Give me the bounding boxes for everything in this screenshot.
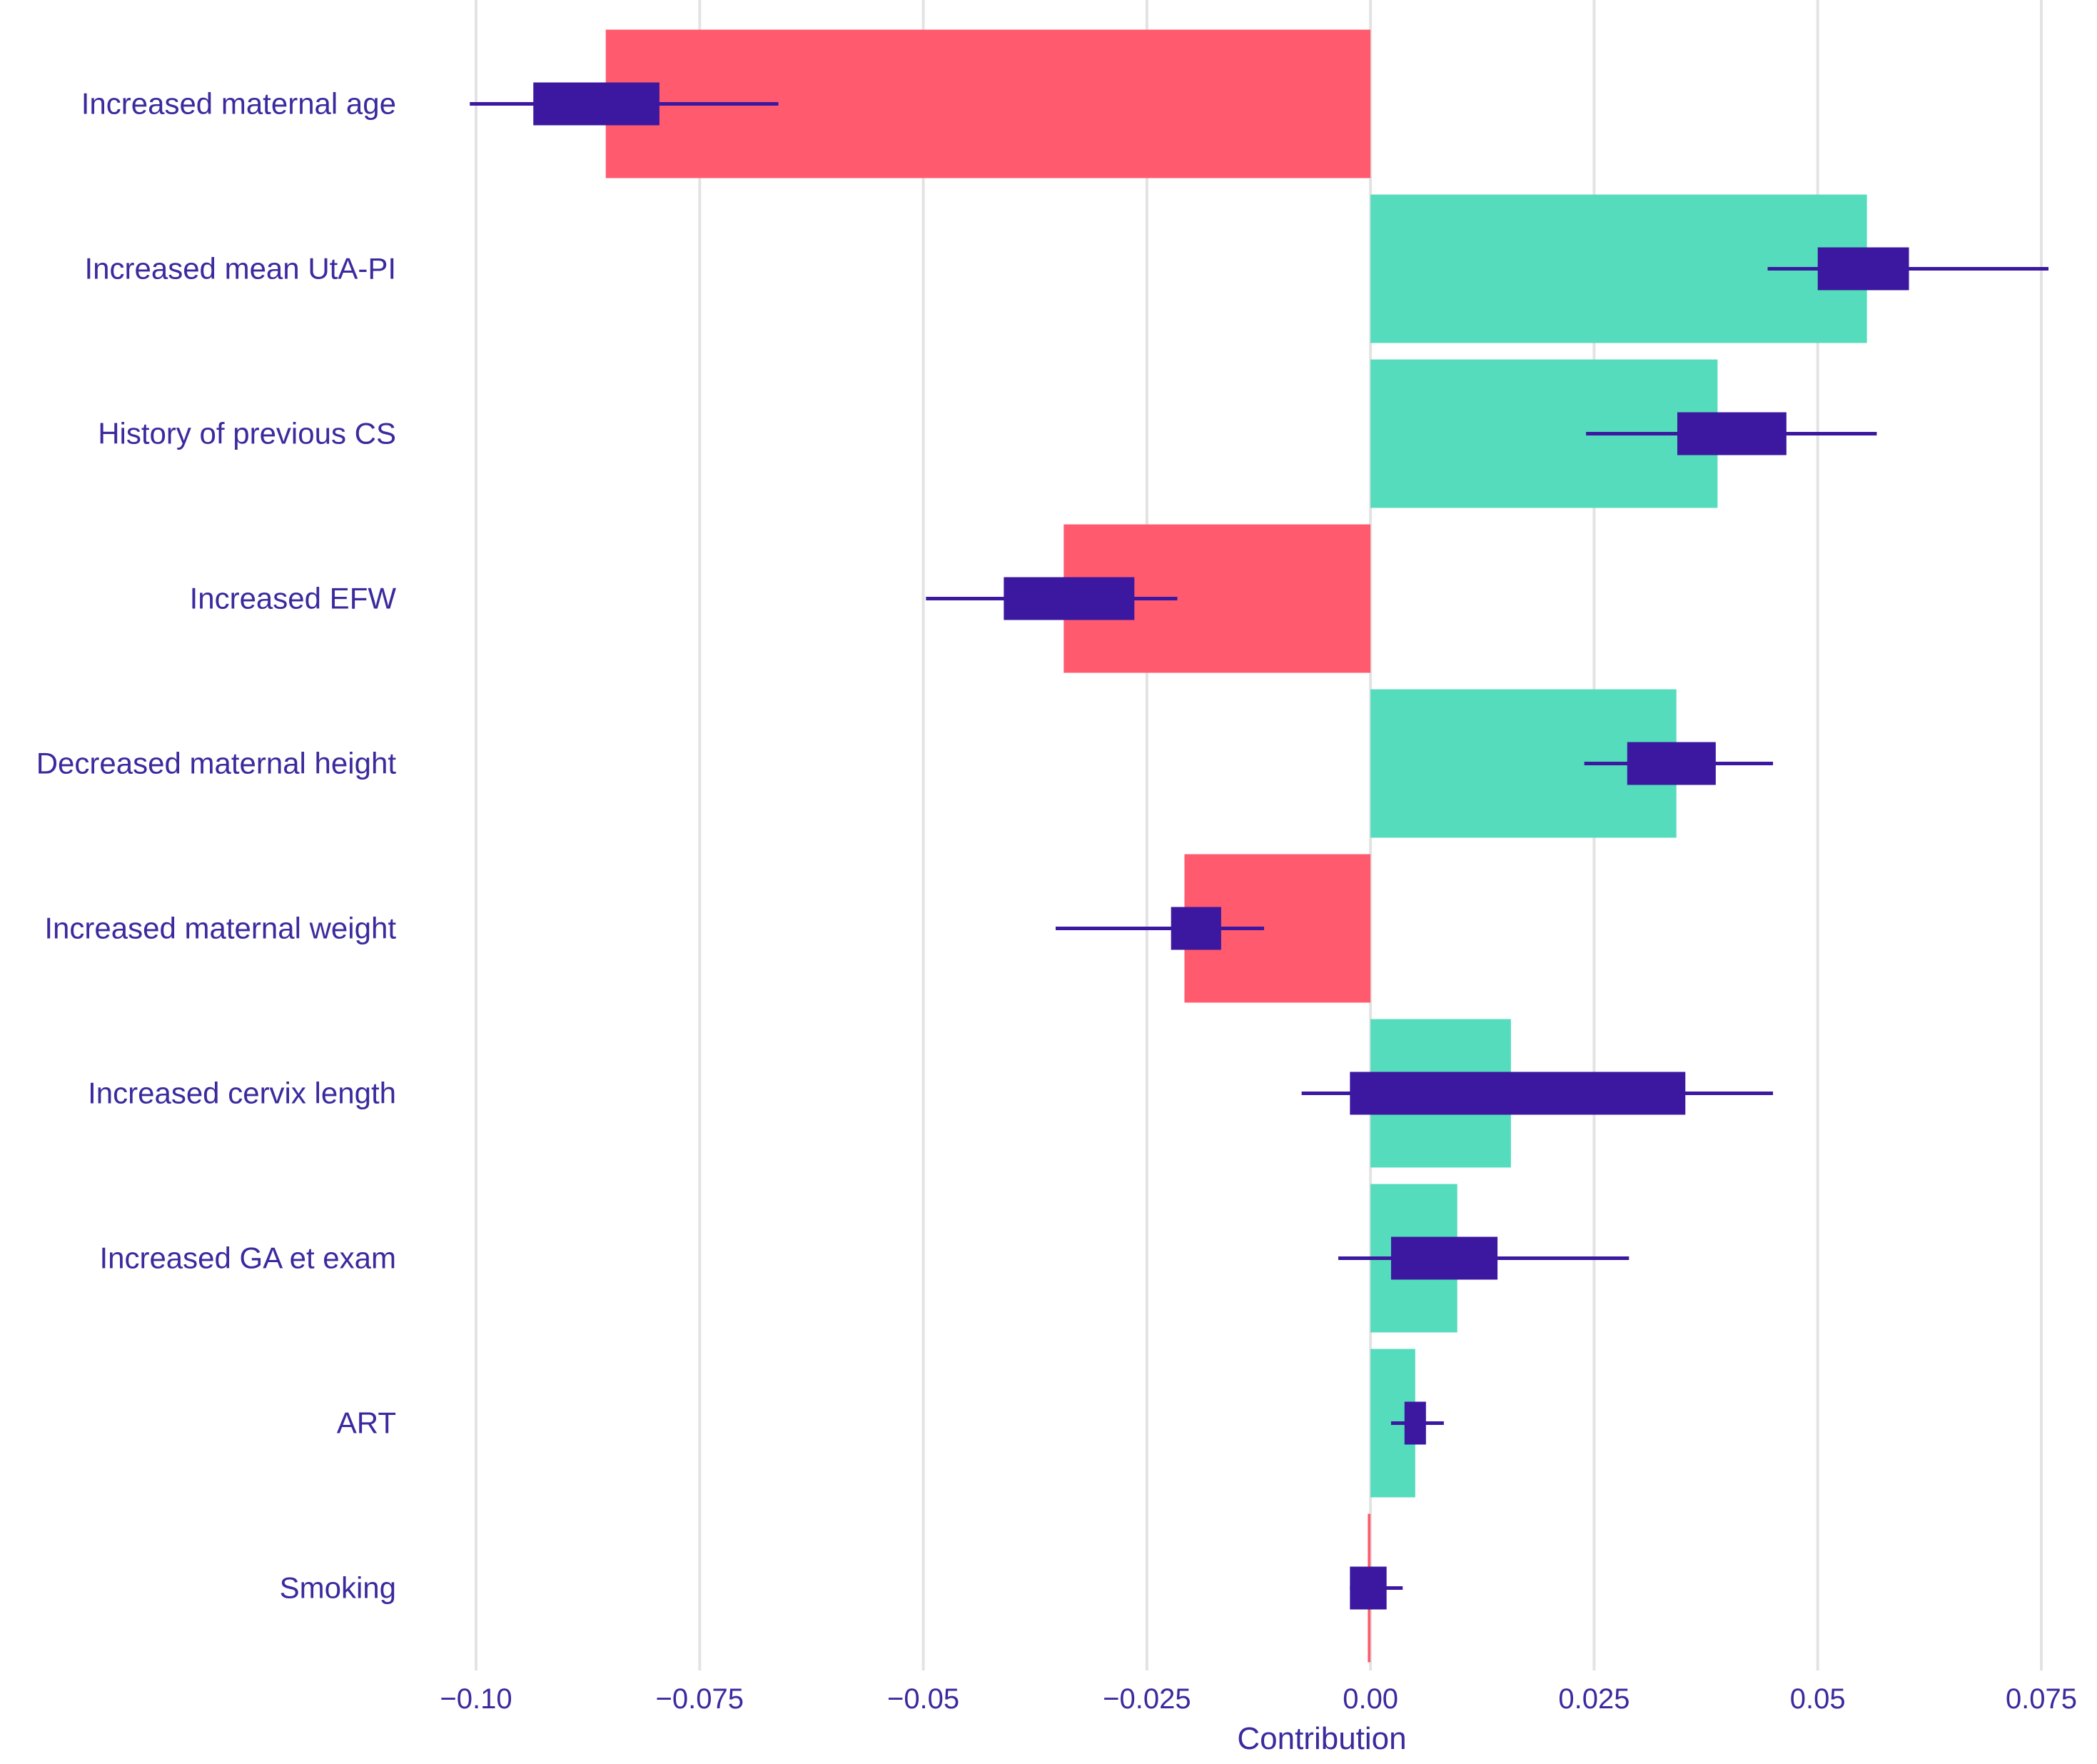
x-axis-ticks: −0.10 −0.075 −0.05 −0.025 0.00 0.025 0.05 0.075: [440, 1683, 2077, 1715]
box-increased-mean-uta-pi: [1817, 247, 1909, 291]
feature-label-increased-efw: Increased EFW: [190, 582, 397, 615]
feature-label-increased-maternal-age: Increased maternal age: [81, 87, 396, 121]
x-axis-title: Contribution: [1237, 1721, 1406, 1756]
feature-label-increased-ga-et-exam: Increased GA et exam: [99, 1241, 396, 1275]
feature-labels: Increased maternal age Increased mean UtA…: [36, 87, 397, 1605]
feature-label-history-of-previous-cs: History of previous CS: [98, 417, 396, 450]
feature-label-increased-cervix-length: Increased cervix length: [88, 1077, 396, 1110]
box-increased-ga-et-exam: [1390, 1236, 1498, 1280]
box-increased-maternal-weight: [1171, 907, 1221, 950]
feature-label-increased-maternal-weight: Increased maternal weight: [44, 912, 396, 945]
box-increased-efw: [1004, 577, 1135, 620]
x-tick-label: −0.075: [656, 1683, 744, 1715]
x-tick-label: 0.00: [1343, 1683, 1398, 1715]
x-tick-label: −0.05: [887, 1683, 959, 1715]
x-tick-label: −0.10: [440, 1683, 512, 1715]
x-tick-label: −0.025: [1103, 1683, 1191, 1715]
feature-label-decreased-maternal-height: Decreased maternal height: [36, 747, 397, 780]
box-increased-cervix-length: [1350, 1072, 1686, 1115]
box-art: [1404, 1401, 1426, 1445]
x-tick-label: 0.05: [1790, 1683, 1846, 1715]
box-smoking: [1350, 1566, 1387, 1610]
contribution-bars: [605, 29, 1867, 1663]
box-decreased-maternal-height: [1627, 742, 1716, 785]
x-tick-label: 0.025: [1558, 1683, 1629, 1715]
feature-label-smoking: Smoking: [280, 1571, 396, 1605]
box-history-of-previous-cs: [1677, 412, 1787, 455]
distribution-boxes: [470, 82, 2049, 1610]
box-increased-maternal-age: [533, 82, 660, 126]
x-tick-label: 0.075: [2006, 1683, 2077, 1715]
feature-label-art: ART: [337, 1406, 396, 1440]
feature-label-increased-mean-uta-pi: Increased mean UtA-PI: [84, 252, 396, 286]
